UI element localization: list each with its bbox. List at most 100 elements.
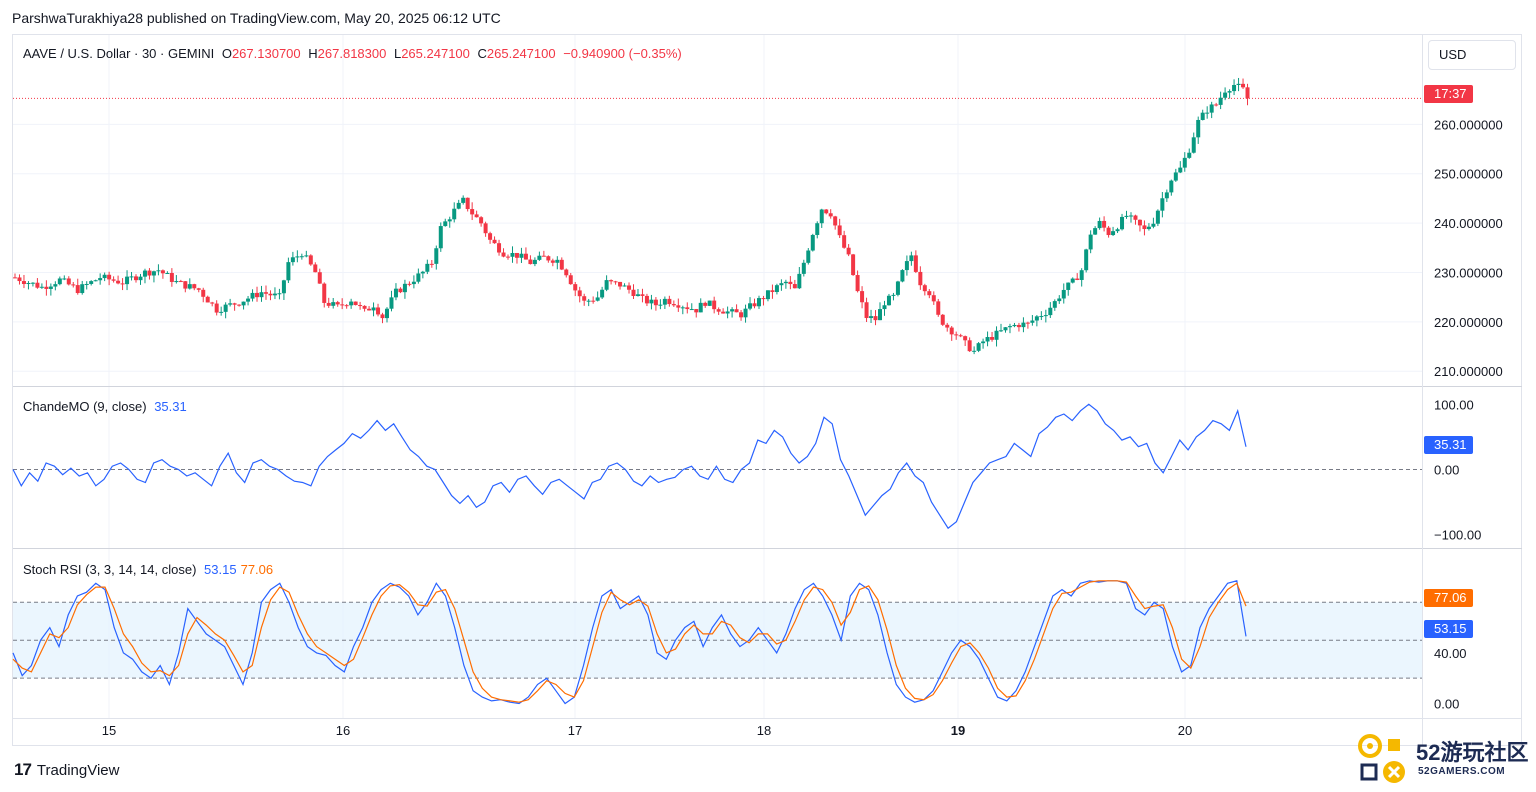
candle	[618, 281, 623, 290]
candle	[680, 305, 685, 315]
candle-body	[447, 219, 452, 222]
candle	[788, 276, 793, 290]
candle-body	[792, 284, 797, 289]
candle	[210, 301, 215, 307]
candle	[178, 279, 183, 283]
stoch-k-value: 53.15	[204, 562, 237, 577]
candle-body	[815, 223, 820, 235]
candle	[470, 202, 475, 221]
candle-body	[514, 252, 519, 258]
candle	[398, 287, 403, 294]
watermark-subtitle: 52GAMERS.COM	[1418, 766, 1506, 777]
candle	[57, 276, 62, 286]
candle	[411, 275, 416, 289]
candle	[882, 300, 887, 316]
candle-body	[268, 293, 273, 296]
candle	[263, 285, 268, 300]
candle-body	[465, 197, 470, 210]
candle	[828, 209, 833, 219]
candle	[322, 282, 327, 308]
candle	[918, 266, 923, 290]
candle-body	[456, 202, 461, 209]
candle-body	[1048, 307, 1053, 316]
cmo-badge: 35.31	[1424, 436, 1473, 454]
candle-body	[658, 304, 663, 306]
stoch-d-line	[12, 580, 1247, 703]
time-tick-label: 15	[102, 723, 116, 738]
candle-body	[340, 304, 345, 306]
candle-body	[183, 281, 188, 289]
candle-body	[622, 285, 627, 287]
candle	[994, 326, 999, 347]
main-legend[interactable]: AAVE / U.S. Dollar · 30 · GEMINI O267.13…	[23, 46, 686, 61]
candle-body	[1043, 315, 1048, 317]
candle-body	[66, 278, 71, 285]
candle	[416, 268, 421, 284]
candle-body	[600, 289, 605, 298]
candle	[873, 310, 878, 326]
candle-body	[851, 254, 856, 276]
candle-body	[214, 303, 219, 313]
tradingview-footer[interactable]: 17 TradingView	[14, 760, 119, 780]
candle-body	[98, 278, 103, 281]
candle	[550, 258, 555, 267]
candle-body	[416, 273, 421, 282]
candle-body	[461, 197, 466, 203]
candle-body	[940, 314, 945, 325]
candle	[886, 293, 891, 306]
candle-body	[716, 309, 721, 312]
candle-body	[523, 253, 528, 260]
candle	[1160, 192, 1165, 218]
candle	[1079, 268, 1084, 287]
candle-body	[671, 304, 676, 306]
candle	[519, 247, 524, 263]
candle-body	[402, 283, 407, 293]
tradingview-logo-icon: 17	[14, 760, 32, 779]
candle	[1084, 248, 1089, 273]
candle-body	[160, 270, 165, 274]
candle-body	[192, 284, 197, 289]
candle	[1066, 282, 1071, 296]
low-label: L	[393, 46, 402, 61]
candle	[129, 271, 134, 281]
candle	[277, 288, 282, 300]
cmo-legend[interactable]: ChandeMO (9, close) 35.31	[23, 399, 191, 414]
candle	[39, 283, 44, 289]
candle	[228, 298, 233, 307]
candle-body	[797, 273, 802, 289]
candle	[506, 254, 511, 260]
candle-body	[290, 257, 295, 263]
candle	[765, 290, 770, 302]
currency-selector[interactable]: USD	[1428, 40, 1516, 70]
candle-body	[667, 298, 672, 305]
candle	[214, 300, 219, 316]
candle	[1106, 225, 1111, 238]
candle-body	[1093, 228, 1098, 235]
stoch-legend[interactable]: Stoch RSI (3, 3, 14, 14, close) 53.15 77.…	[23, 562, 277, 577]
candle	[290, 251, 295, 266]
candle	[797, 267, 802, 290]
candle	[402, 279, 407, 299]
close-value: 265.247100	[486, 46, 556, 61]
candle-body	[367, 308, 372, 311]
candle-body	[900, 270, 905, 282]
candle-body	[918, 271, 923, 286]
candle	[927, 289, 932, 299]
candle-body	[228, 303, 233, 305]
candle	[582, 293, 587, 306]
candle-body	[376, 307, 381, 315]
candle	[564, 268, 569, 278]
chart-frame	[12, 34, 1522, 746]
candle	[523, 247, 528, 260]
cmo-tick-label: −100.00	[1434, 528, 1481, 543]
candle-body	[272, 293, 277, 296]
candle-body	[331, 302, 336, 306]
candle	[1241, 78, 1246, 89]
candle-body	[770, 290, 775, 293]
candle-body	[627, 285, 632, 290]
candle	[425, 259, 430, 275]
candle-body	[644, 295, 649, 304]
candle-body	[1214, 104, 1219, 106]
candle	[30, 282, 35, 287]
